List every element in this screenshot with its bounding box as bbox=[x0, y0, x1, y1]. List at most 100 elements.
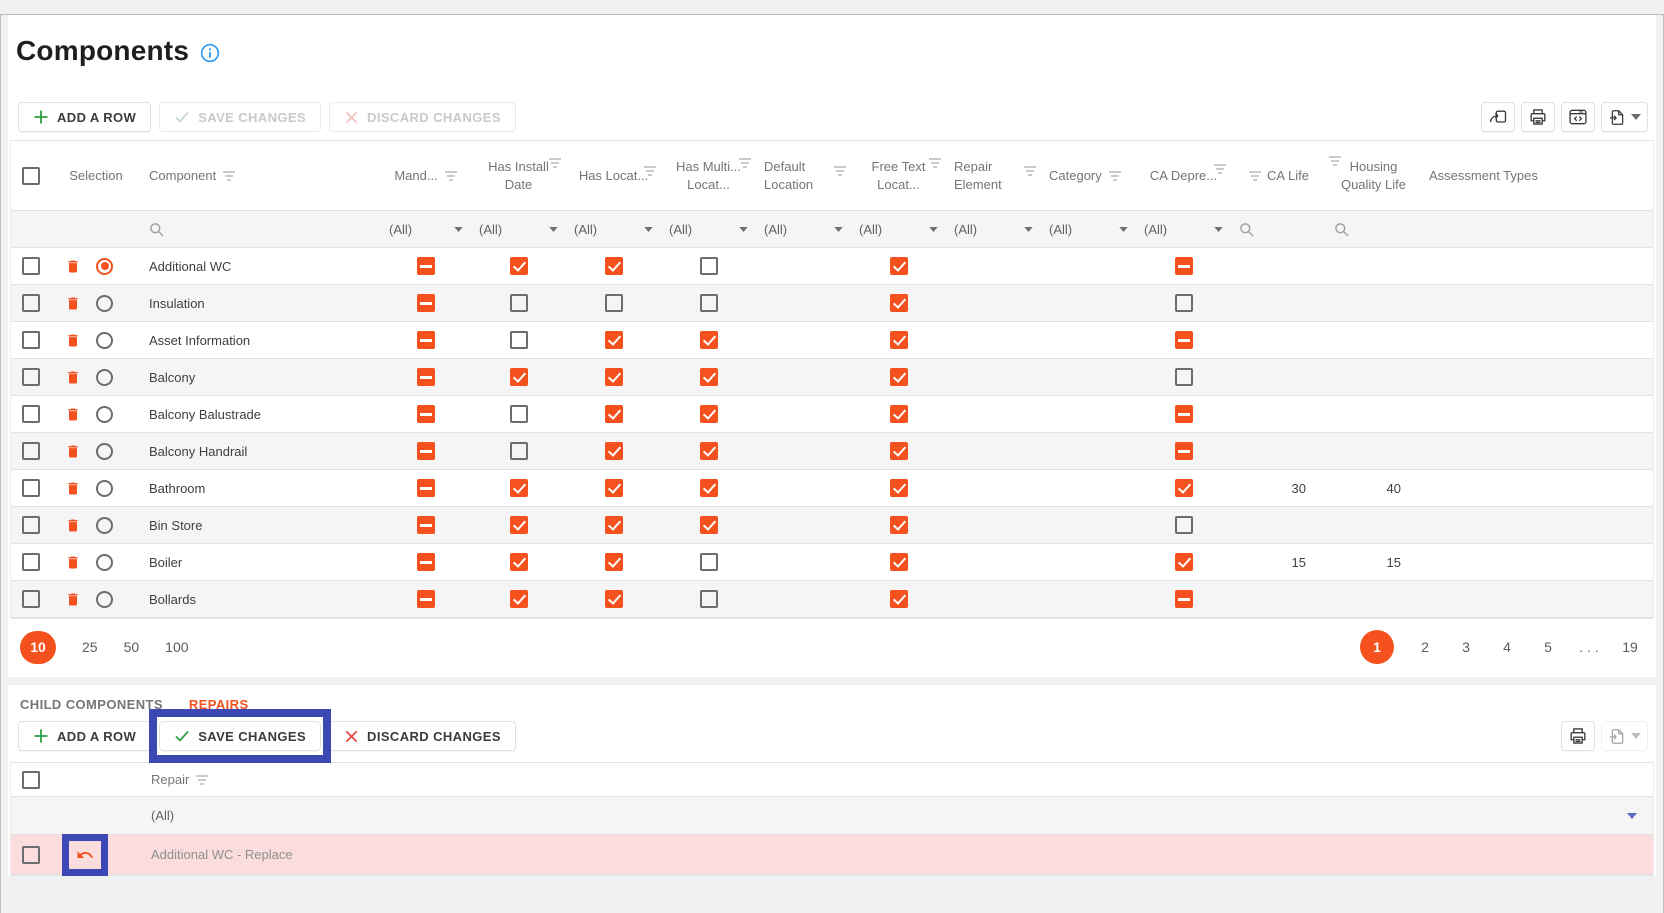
filter-icon[interactable] bbox=[1213, 163, 1227, 175]
housing-quality-life-filter-input[interactable] bbox=[1326, 211, 1421, 247]
has-location-checkbox[interactable] bbox=[604, 516, 623, 534]
column-header-housing-quality-life[interactable]: Housing Quality Life bbox=[1326, 141, 1421, 210]
ca-depreciation-checkbox[interactable] bbox=[1174, 368, 1193, 386]
mandatory-filter-select[interactable]: (All) bbox=[381, 211, 471, 247]
housing-quality-life-cell[interactable] bbox=[1326, 581, 1421, 617]
has-location-checkbox[interactable] bbox=[604, 553, 623, 571]
mandatory-checkbox[interactable] bbox=[417, 479, 435, 497]
selection-radio[interactable] bbox=[96, 442, 113, 460]
undo-delete-icon[interactable] bbox=[75, 846, 95, 864]
selection-radio[interactable] bbox=[96, 405, 113, 423]
filter-icon[interactable] bbox=[222, 170, 236, 182]
assessment-types-cell[interactable] bbox=[1421, 322, 1653, 358]
filter-icon[interactable] bbox=[195, 774, 209, 786]
assessment-types-cell[interactable] bbox=[1421, 507, 1653, 543]
filter-icon[interactable] bbox=[928, 157, 942, 169]
selection-radio[interactable] bbox=[96, 479, 113, 497]
table-row-additional-wc[interactable]: Additional WC bbox=[11, 248, 1653, 285]
detail-print-button[interactable] bbox=[1561, 721, 1595, 751]
filter-icon[interactable] bbox=[1248, 170, 1262, 182]
delete-row-icon[interactable] bbox=[65, 591, 81, 608]
ca-life-cell[interactable] bbox=[1231, 581, 1326, 617]
ca-depreciation-checkbox[interactable] bbox=[1174, 479, 1193, 497]
has-install-date-checkbox[interactable] bbox=[509, 368, 528, 386]
category-cell[interactable] bbox=[1041, 285, 1136, 321]
ca-life-cell[interactable] bbox=[1231, 433, 1326, 469]
row-checkbox[interactable] bbox=[22, 845, 40, 864]
free-text-location-checkbox[interactable] bbox=[889, 590, 908, 608]
row-checkbox[interactable] bbox=[22, 368, 40, 386]
ca-life-cell[interactable] bbox=[1231, 322, 1326, 358]
select-all-checkbox[interactable] bbox=[22, 166, 40, 185]
has-install-date-checkbox[interactable] bbox=[509, 257, 528, 275]
component-cell[interactable]: Bollards bbox=[149, 591, 196, 607]
row-checkbox[interactable] bbox=[22, 442, 40, 460]
detail-add-a-row-button[interactable]: ADD A ROW bbox=[18, 721, 152, 751]
has-multi-location-checkbox[interactable] bbox=[699, 479, 718, 497]
arrow-into-box-button[interactable] bbox=[1481, 102, 1515, 132]
has-multi-location-checkbox[interactable] bbox=[699, 442, 718, 460]
column-header-free-text-location[interactable]: Free Text Locat... bbox=[851, 141, 946, 210]
component-cell[interactable]: Balcony Balustrade bbox=[149, 406, 262, 422]
has-install-date-checkbox[interactable] bbox=[509, 442, 528, 460]
export-button[interactable] bbox=[1601, 102, 1648, 132]
has-install-date-checkbox[interactable] bbox=[509, 294, 528, 312]
page-size-25[interactable]: 25 bbox=[82, 639, 98, 655]
ca-depreciation-checkbox[interactable] bbox=[1174, 331, 1193, 349]
assessment-types-cell[interactable] bbox=[1421, 544, 1653, 580]
housing-quality-life-cell[interactable]: 15 bbox=[1386, 554, 1401, 570]
default-location-cell[interactable] bbox=[756, 248, 851, 284]
delete-row-icon[interactable] bbox=[65, 480, 81, 497]
free-text-location-checkbox[interactable] bbox=[889, 442, 908, 460]
filter-icon[interactable] bbox=[1023, 165, 1037, 177]
code-view-button[interactable] bbox=[1561, 102, 1595, 132]
component-cell[interactable]: Bin Store bbox=[149, 517, 203, 533]
repair-element-cell[interactable] bbox=[946, 581, 1041, 617]
filter-icon[interactable] bbox=[643, 165, 657, 177]
free-text-location-checkbox[interactable] bbox=[889, 368, 908, 386]
table-row-bollards[interactable]: Bollards bbox=[11, 581, 1653, 618]
page-3[interactable]: 3 bbox=[1462, 639, 1470, 655]
assessment-types-cell[interactable] bbox=[1421, 433, 1653, 469]
selection-radio[interactable] bbox=[96, 368, 113, 386]
has-install-date-filter-select[interactable]: (All) bbox=[471, 211, 566, 247]
delete-row-icon[interactable] bbox=[65, 258, 81, 275]
ca-life-filter-input[interactable] bbox=[1231, 211, 1326, 247]
has-multi-location-checkbox[interactable] bbox=[699, 553, 718, 571]
column-header-default-location[interactable]: Default Location bbox=[756, 141, 851, 210]
has-install-date-checkbox[interactable] bbox=[509, 516, 528, 534]
add-a-row-button[interactable]: ADD A ROW bbox=[18, 102, 152, 132]
filter-icon[interactable] bbox=[1328, 155, 1342, 167]
column-header-ca-life[interactable]: CA Life bbox=[1231, 141, 1326, 210]
housing-quality-life-cell[interactable] bbox=[1326, 248, 1421, 284]
column-header-ca-depreciation[interactable]: CA Depre... bbox=[1136, 141, 1231, 210]
filter-icon[interactable] bbox=[1108, 170, 1122, 182]
table-row-bathroom[interactable]: Bathroom 30 40 bbox=[11, 470, 1653, 507]
ca-life-cell[interactable] bbox=[1231, 359, 1326, 395]
repair-row-additional-wc-replace[interactable]: Additional WC - Replace bbox=[11, 833, 1653, 876]
row-checkbox[interactable] bbox=[22, 257, 40, 275]
column-header-has-multi-location[interactable]: Has Multi... Locat... bbox=[661, 141, 756, 210]
component-filter-input[interactable] bbox=[141, 211, 381, 247]
save-changes-button[interactable]: SAVE CHANGES bbox=[159, 102, 322, 132]
table-row-asset-information[interactable]: Asset Information bbox=[11, 322, 1653, 359]
has-multi-location-checkbox[interactable] bbox=[699, 257, 718, 275]
mandatory-checkbox[interactable] bbox=[417, 405, 435, 423]
row-checkbox[interactable] bbox=[22, 479, 40, 497]
detail-discard-changes-button[interactable]: DISCARD CHANGES bbox=[329, 721, 516, 751]
column-header-category[interactable]: Category bbox=[1041, 141, 1136, 210]
page-4[interactable]: 4 bbox=[1503, 639, 1511, 655]
has-location-checkbox[interactable] bbox=[604, 442, 623, 460]
has-location-checkbox[interactable] bbox=[604, 257, 623, 275]
housing-quality-life-cell[interactable]: 40 bbox=[1386, 480, 1401, 496]
ca-depreciation-checkbox[interactable] bbox=[1174, 257, 1193, 275]
tab-repairs[interactable]: REPAIRS bbox=[188, 697, 249, 712]
default-location-cell[interactable] bbox=[756, 433, 851, 469]
selection-radio[interactable] bbox=[96, 257, 113, 275]
export-dropdown-caret[interactable] bbox=[1631, 733, 1641, 739]
component-cell[interactable]: Additional WC bbox=[149, 258, 232, 274]
row-checkbox[interactable] bbox=[22, 294, 40, 312]
detail-select-all-checkbox[interactable] bbox=[22, 770, 40, 789]
page-size-100[interactable]: 100 bbox=[165, 639, 189, 655]
assessment-types-cell[interactable] bbox=[1421, 470, 1653, 506]
